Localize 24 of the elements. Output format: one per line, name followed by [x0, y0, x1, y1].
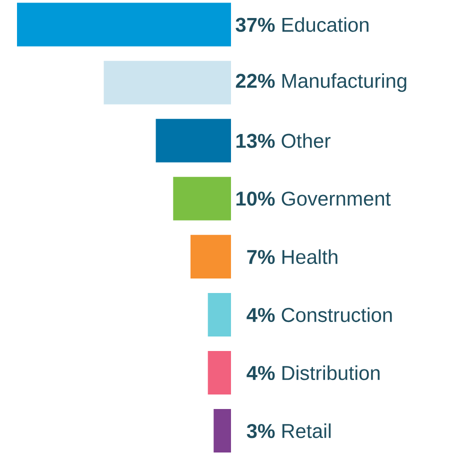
bar: [173, 176, 231, 220]
y-tick-label: Construction: [282, 307, 392, 322]
data-label: 22%: [236, 74, 275, 88]
bar: [208, 351, 231, 395]
bar: [104, 60, 231, 104]
y-tick-label: Government: [282, 192, 391, 206]
y-tick-label: Other: [282, 133, 330, 148]
y-tick-label: Distribution: [282, 365, 380, 380]
data-label: 3%: [246, 424, 275, 438]
data-label: 37%: [236, 18, 275, 32]
y-tick-label: Manufacturing: [282, 73, 406, 92]
data-label: 4%: [246, 366, 275, 380]
data-label: 10%: [236, 192, 275, 206]
bar: [156, 118, 231, 162]
y-tick-label: Health: [282, 249, 338, 264]
data-label: 7%: [247, 250, 275, 264]
bar: [214, 409, 231, 453]
bar: [208, 292, 231, 336]
bar: [16, 2, 231, 46]
data-label: 13%: [236, 134, 275, 148]
y-tick-label: Education: [282, 17, 368, 32]
y-tick-label: Retail: [282, 423, 331, 438]
data-label: 4%: [246, 308, 275, 322]
bar: [190, 234, 231, 278]
